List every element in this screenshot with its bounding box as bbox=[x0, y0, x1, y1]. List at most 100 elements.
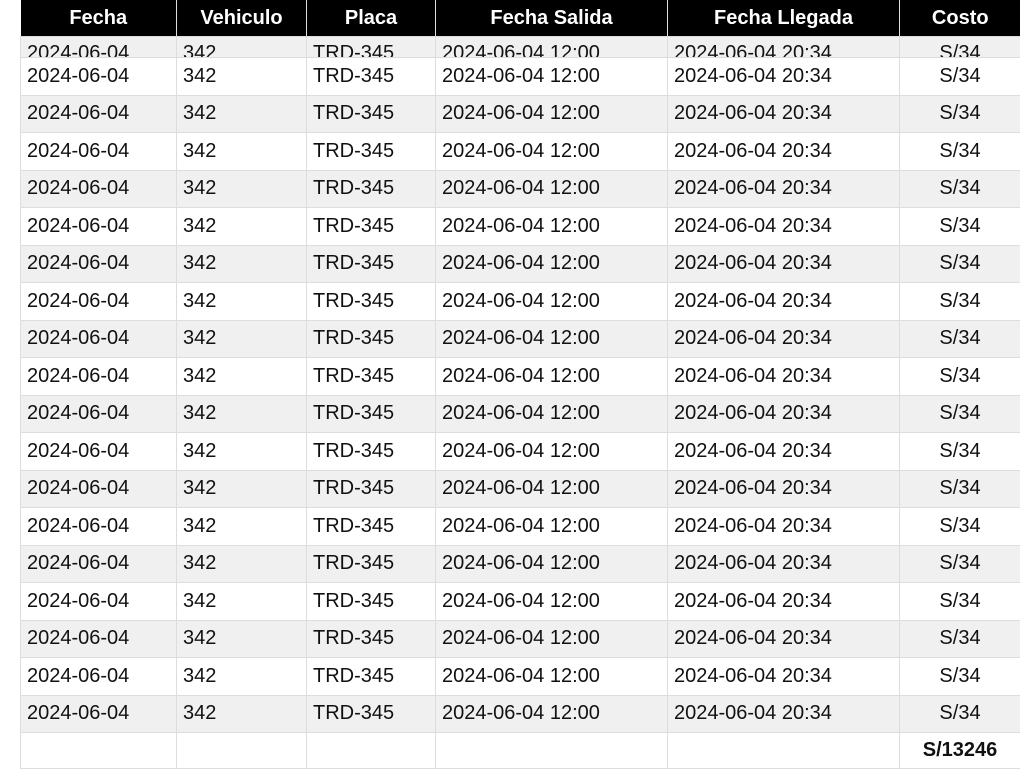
cell-placa: TRD-345 bbox=[306, 169, 436, 208]
cell-fecha-llegada: 2024-06-04 20:34 bbox=[667, 694, 900, 733]
cell-fecha: 2024-06-04 bbox=[20, 357, 177, 396]
table-row: 2024-06-04 342 TRD-345 2024-06-04 12:00 2024… bbox=[20, 394, 1020, 433]
cell-fecha-salida: 2024-06-04 12:00 bbox=[435, 57, 668, 96]
cell-vehiculo: 342 bbox=[176, 94, 307, 133]
cell-costo: S/34 bbox=[899, 657, 1020, 696]
cell-fecha-salida: 2024-06-04 12:00 bbox=[435, 169, 668, 208]
trips-table: Fecha Vehiculo Placa Fecha Salida Fecha … bbox=[20, 0, 1020, 769]
cell-fecha-llegada: 2024-06-04 20:34 bbox=[667, 432, 900, 471]
table-row: 2024-06-04 342 TRD-345 2024-06-04 12:00 2024… bbox=[20, 282, 1020, 321]
cell-placa: TRD-345 bbox=[306, 282, 436, 321]
table-row: 2024-06-04 342 TRD-345 2024-06-04 12:00 2024… bbox=[20, 132, 1020, 171]
cell-fecha-salida: 2024-06-04 12:00 bbox=[435, 36, 668, 58]
cell-placa: TRD-345 bbox=[306, 582, 436, 621]
cell-fecha: 2024-06-04 bbox=[20, 57, 177, 96]
cell-costo: S/34 bbox=[899, 619, 1020, 658]
cell-fecha-salida: 2024-06-04 12:00 bbox=[435, 694, 668, 733]
cell-fecha-llegada: 2024-06-04 20:34 bbox=[667, 36, 900, 58]
column-header-fecha-llegada: Fecha Llegada bbox=[667, 0, 900, 37]
cell-placa: TRD-345 bbox=[306, 544, 436, 583]
cell-fecha: 2024-06-04 bbox=[20, 394, 177, 433]
cell-fecha: 2024-06-04 bbox=[20, 469, 177, 508]
table-row: 2024-06-04 342 TRD-345 2024-06-04 12:00 2024… bbox=[20, 169, 1020, 208]
table-row: 2024-06-04 342 TRD-345 2024-06-04 12:00 2024… bbox=[20, 657, 1020, 696]
cell-fecha: 2024-06-04 bbox=[20, 507, 177, 546]
table-header: Fecha Vehiculo Placa Fecha Salida Fecha … bbox=[20, 0, 1020, 37]
cell-fecha: 2024-06-04 bbox=[20, 432, 177, 471]
cell-costo: S/34 bbox=[899, 244, 1020, 283]
table-row: 2024-06-04 342 TRD-345 2024-06-04 12:00 2024… bbox=[20, 207, 1020, 246]
cell-costo: S/34 bbox=[899, 36, 1020, 58]
cell-fecha-salida: 2024-06-04 12:00 bbox=[435, 619, 668, 658]
cell-vehiculo: 342 bbox=[176, 657, 307, 696]
cell-placa: TRD-345 bbox=[306, 36, 436, 58]
cell-costo: S/34 bbox=[899, 694, 1020, 733]
cell-fecha: 2024-06-04 bbox=[20, 544, 177, 583]
table-row: 2024-06-04 342 TRD-345 2024-06-04 12:00 2024… bbox=[20, 544, 1020, 583]
cell-fecha: 2024-06-04 bbox=[20, 207, 177, 246]
table-body: 2024-06-04 342 TRD-345 2024-06-04 12:00 2024… bbox=[20, 36, 1020, 769]
cell-fecha: 2024-06-04 bbox=[20, 619, 177, 658]
cell-costo: S/34 bbox=[899, 357, 1020, 396]
cell-costo: S/34 bbox=[899, 507, 1020, 546]
cell-placa: TRD-345 bbox=[306, 432, 436, 471]
cell-placa: TRD-345 bbox=[306, 132, 436, 171]
cell-placa: TRD-345 bbox=[306, 619, 436, 658]
table-row: 2024-06-04 342 TRD-345 2024-06-04 12:00 2024… bbox=[20, 36, 1020, 58]
column-header-fecha-salida: Fecha Salida bbox=[435, 0, 668, 37]
cell-costo: S/34 bbox=[899, 169, 1020, 208]
cell-costo: S/34 bbox=[899, 469, 1020, 508]
cell-placa: TRD-345 bbox=[306, 507, 436, 546]
cell-fecha: 2024-06-04 bbox=[20, 132, 177, 171]
cell-vehiculo: 342 bbox=[176, 132, 307, 171]
cell-fecha-salida: 2024-06-04 12:00 bbox=[435, 469, 668, 508]
cell-placa: TRD-345 bbox=[306, 319, 436, 358]
cell-costo: S/34 bbox=[899, 582, 1020, 621]
cell-vehiculo: 342 bbox=[176, 544, 307, 583]
cell-fecha: 2024-06-04 bbox=[20, 36, 177, 58]
total-empty-cell bbox=[435, 732, 668, 769]
table-row: 2024-06-04 342 TRD-345 2024-06-04 12:00 2024… bbox=[20, 94, 1020, 133]
cell-costo: S/34 bbox=[899, 432, 1020, 471]
cell-vehiculo: 342 bbox=[176, 582, 307, 621]
table-row: 2024-06-04 342 TRD-345 2024-06-04 12:00 2024… bbox=[20, 357, 1020, 396]
cell-fecha-llegada: 2024-06-04 20:34 bbox=[667, 357, 900, 396]
total-empty-cell bbox=[176, 732, 307, 769]
cell-fecha: 2024-06-04 bbox=[20, 169, 177, 208]
cell-fecha-llegada: 2024-06-04 20:34 bbox=[667, 507, 900, 546]
cell-fecha-salida: 2024-06-04 12:00 bbox=[435, 357, 668, 396]
table-row: 2024-06-04 342 TRD-345 2024-06-04 12:00 2024… bbox=[20, 619, 1020, 658]
table-row: 2024-06-04 342 TRD-345 2024-06-04 12:00 2024… bbox=[20, 694, 1020, 733]
cell-fecha-salida: 2024-06-04 12:00 bbox=[435, 244, 668, 283]
cell-fecha-llegada: 2024-06-04 20:34 bbox=[667, 469, 900, 508]
cell-fecha-llegada: 2024-06-04 20:34 bbox=[667, 657, 900, 696]
total-empty-cell bbox=[667, 732, 900, 769]
cell-fecha-salida: 2024-06-04 12:00 bbox=[435, 132, 668, 171]
cell-fecha: 2024-06-04 bbox=[20, 582, 177, 621]
cell-fecha: 2024-06-04 bbox=[20, 694, 177, 733]
cell-fecha: 2024-06-04 bbox=[20, 657, 177, 696]
cell-fecha-llegada: 2024-06-04 20:34 bbox=[667, 57, 900, 96]
cell-vehiculo: 342 bbox=[176, 694, 307, 733]
cell-costo: S/34 bbox=[899, 394, 1020, 433]
cell-fecha-salida: 2024-06-04 12:00 bbox=[435, 282, 668, 321]
cell-vehiculo: 342 bbox=[176, 36, 307, 58]
cell-vehiculo: 342 bbox=[176, 432, 307, 471]
cell-placa: TRD-345 bbox=[306, 357, 436, 396]
cell-vehiculo: 342 bbox=[176, 169, 307, 208]
total-empty-cell bbox=[20, 732, 177, 769]
cell-placa: TRD-345 bbox=[306, 57, 436, 96]
cell-fecha-llegada: 2024-06-04 20:34 bbox=[667, 244, 900, 283]
cell-costo: S/34 bbox=[899, 132, 1020, 171]
column-header-fecha: Fecha bbox=[20, 0, 177, 37]
cell-vehiculo: 342 bbox=[176, 394, 307, 433]
cell-fecha-llegada: 2024-06-04 20:34 bbox=[667, 169, 900, 208]
cell-vehiculo: 342 bbox=[176, 319, 307, 358]
cell-fecha-llegada: 2024-06-04 20:34 bbox=[667, 582, 900, 621]
cell-vehiculo: 342 bbox=[176, 244, 307, 283]
cell-vehiculo: 342 bbox=[176, 357, 307, 396]
cell-vehiculo: 342 bbox=[176, 469, 307, 508]
cell-costo: S/34 bbox=[899, 282, 1020, 321]
cell-fecha-llegada: 2024-06-04 20:34 bbox=[667, 319, 900, 358]
cell-costo: S/34 bbox=[899, 57, 1020, 96]
